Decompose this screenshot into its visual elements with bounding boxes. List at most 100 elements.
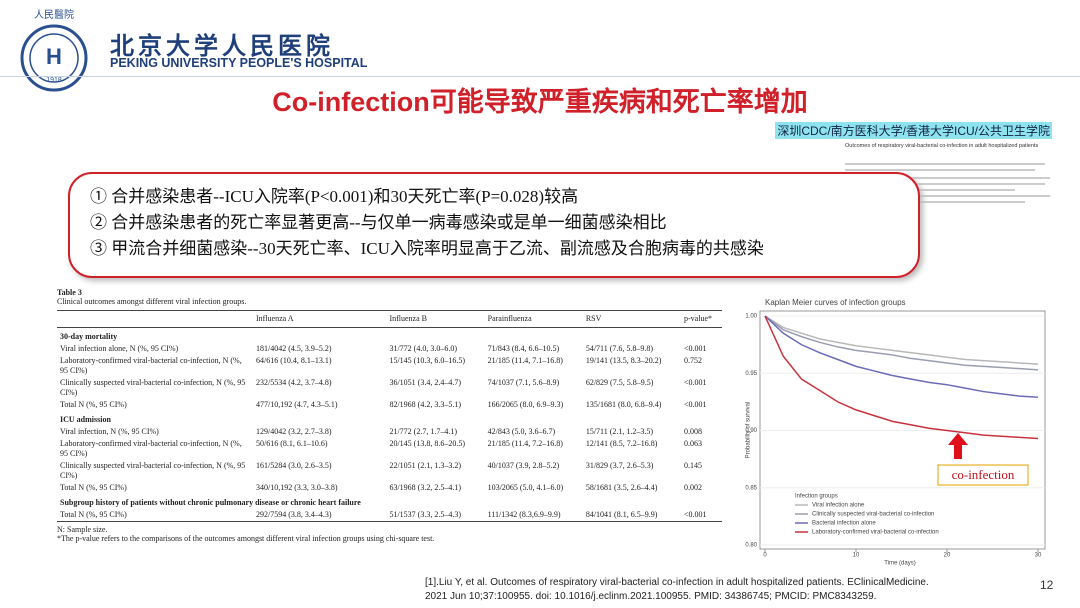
table-row: Total N (%, 95 CI%) 477/10,192 (4.7, 4.3–… [57, 399, 722, 411]
table-cell: 82/1968 (4.2, 3.3–5.1) [389, 400, 462, 409]
slide-title: Co-infection可能导致严重疾病和死亡率增加 [272, 87, 808, 117]
table-row: Total N (%, 95 CI%) 340/10,192 (3.3, 3.0–… [57, 482, 722, 494]
table-cell: 51/1537 (3.3, 2.5–4.3) [386, 509, 485, 522]
table-cell: 31/772 (4.0, 3.0–6.0) [389, 344, 458, 353]
table-cell: 62/829 (7.5, 5.8–9.5) [585, 378, 654, 387]
legend-label: Clinically suspected viral-bacterial co-… [812, 512, 934, 518]
page-number: 12 [1040, 578, 1054, 592]
table-note: N: Sample size. [57, 525, 108, 534]
table-cell: Total N (%, 95 CI%) [57, 509, 253, 522]
table-cell: 340/10,192 (3.3, 3.0–3.8) [256, 483, 338, 492]
hospital-name-cn: 北京大学人民医院 [110, 33, 334, 60]
table-cell: 135/1681 (8.0, 6.8–9.4) [585, 400, 662, 409]
header-cell: RSV [582, 310, 682, 328]
section-row: 30-day mortality [57, 328, 722, 344]
table-note: *The p-value refers to the comparisons o… [57, 534, 435, 543]
section-title: Subgroup history of patients without chr… [60, 498, 361, 507]
hospital-name-en: PEKING UNIVERSITY PEOPLE'S HOSPITAL [110, 56, 368, 70]
reference-line: [1].Liu Y, et al. Outcomes of respirator… [425, 577, 929, 588]
table-cell: 181/4042 (4.5, 3.9–5.2) [256, 344, 332, 353]
logo-year: 1918 [46, 77, 62, 84]
x-axis-label: Time (days) [884, 561, 915, 567]
table-cell: 40/1037 (3.9, 2.8–5.2) [487, 461, 560, 470]
header-cell [57, 310, 253, 328]
table-cell: 20/145 (13.8, 8.6–20.5) [389, 439, 466, 448]
y-axis-label: Probability of survival [746, 402, 752, 459]
key-points-box [68, 172, 920, 278]
y-tick-label: 0.95 [745, 371, 757, 377]
logo: H 人民醫院 1918 [20, 8, 88, 92]
table-cell: <0.001 [681, 509, 722, 522]
table-cell: 64/616 (10.4, 8.1–13.1) [256, 356, 332, 365]
table-caption: Clinical outcomes amongst different vira… [57, 297, 247, 306]
annotation-arrow [948, 433, 968, 459]
x-tick-label: 30 [1035, 553, 1042, 559]
point: ③ 甲流合并细菌感染--30天死亡率、ICU入院率明显高于乙流、副流感及合胞病毒… [90, 239, 764, 258]
table-row: Viral infection alone, N (%, 95 CI%) 181/… [57, 343, 722, 355]
table-cell: 21/185 (11.4, 7.1–16.8) [487, 356, 563, 365]
chart-title: Kaplan Meier curves of infection groups [765, 298, 906, 307]
km-curve [764, 315, 1039, 371]
table-cell: 477/10,192 (4.7, 4.3–5.1) [256, 400, 338, 409]
table-cell: 103/2065 (5.0, 4.1–6.0) [487, 483, 564, 492]
annotation: co-infection [952, 467, 1015, 482]
table-cell: Viral infection, N (%, 95 CI%) [60, 427, 159, 436]
table-cell: Laboratory-confirmed viral-bacterial co-… [60, 356, 242, 375]
table-cell: 63/1968 (3.2, 2.5–4.1) [389, 483, 462, 492]
table-row: Laboratory-confirmed viral-bacterial co-… [57, 355, 722, 377]
svg-text:H: H [46, 44, 62, 69]
table-cell: 15/711 (2.1, 1.2–3.5) [585, 427, 654, 436]
y-tick-label: 0.90 [745, 428, 757, 434]
km-chart: Kaplan Meier curves of infection groups … [745, 298, 1046, 567]
table-cell: <0.001 [684, 378, 707, 387]
reference-line: 2021 Jun 10;37:100955. doi: 10.1016/j.ec… [425, 591, 877, 602]
table-cell: Total N (%, 95 CI%) [60, 400, 127, 409]
table-label: Table 3 [57, 288, 82, 297]
table-cell: 36/1051 (3.4, 2.4–4.7) [389, 378, 462, 387]
point: ① 合并感染患者--ICU入院率(P<0.001)和30天死亡率(P=0.028… [90, 187, 579, 206]
header-cell: Influenza A [253, 310, 387, 328]
legend-label: Laboratory-confirmed viral-bacterial co-… [812, 530, 939, 536]
header-cell: p-value* [681, 310, 722, 328]
table-cell: 129/4042 (3.2, 2.7–3.8) [256, 427, 332, 436]
divider [0, 76, 1080, 77]
table-cell: <0.001 [684, 400, 707, 409]
table: Influenza A Influenza B Parainfluenza RSV p-… [57, 310, 722, 522]
x-tick-label: 20 [944, 553, 951, 559]
table-row: Total N (%, 95 CI%) 292/7594 (3.8, 3.4–4.… [57, 509, 722, 522]
y-tick-label: 0.85 [745, 485, 757, 491]
km-curve [764, 315, 1039, 365]
paper-thumb-title: Outcomes of respiratory viral-bacterial … [845, 143, 1039, 149]
logo-text: 人民醫院 [34, 8, 74, 21]
y-tick-label: 1.00 [745, 314, 757, 320]
header-cell: Influenza B [386, 310, 485, 328]
table-cell: 161/5284 (3.0, 2.6–3.5) [256, 461, 332, 470]
x-tick-label: 10 [853, 553, 860, 559]
table-row: Viral infection, N (%, 95 CI%) 129/4042 (… [57, 426, 722, 438]
table-cell: 50/616 (8.1, 6.1–10.6) [256, 439, 328, 448]
table-cell: 0.145 [684, 461, 703, 470]
table-cell: Laboratory-confirmed viral-bacterial co-… [60, 439, 242, 458]
table-cell: 74/1037 (7.1, 5.6–8.9) [487, 378, 560, 387]
table-cell: Viral infection alone, N (%, 95 CI%) [60, 344, 179, 353]
table-row: Clinically suspected viral-bacterial co-… [57, 460, 722, 482]
table-cell: Clinically suspected viral-bacterial co-… [60, 461, 246, 480]
table-block: Table 3 Clinical outcomes amongst differ… [57, 288, 722, 543]
section-row: Subgroup history of patients without chr… [57, 494, 722, 509]
table-cell: 21/772 (2.7, 1.7–4.1) [389, 427, 458, 436]
table-cell: 111/1342 (8.3,6.9–9.9) [484, 509, 583, 522]
x-tick-label: 0 [763, 553, 767, 559]
table-cell: 58/1681 (3.5, 2.6–4.4) [585, 483, 658, 492]
key-points: ① 合并感染患者--ICU入院率(P<0.001)和30天死亡率(P=0.028… [90, 184, 764, 262]
km-curve [764, 315, 1039, 440]
section-row: ICU admission [57, 411, 722, 426]
table-cell: 0.002 [684, 483, 703, 492]
section-title: ICU admission [60, 415, 111, 424]
point: ② 合并感染患者的死亡率显著更高--与仅单一病毒感染或是单一细菌感染相比 [90, 213, 667, 232]
reference: [1].Liu Y, et al. Outcomes of respirator… [425, 576, 929, 604]
table-cell: 0.008 [684, 427, 703, 436]
legend-label: Bacterial infection alone [812, 521, 876, 527]
annotation-box [937, 464, 1029, 486]
table-row: Clinically suspected viral-bacterial co-… [57, 377, 722, 399]
